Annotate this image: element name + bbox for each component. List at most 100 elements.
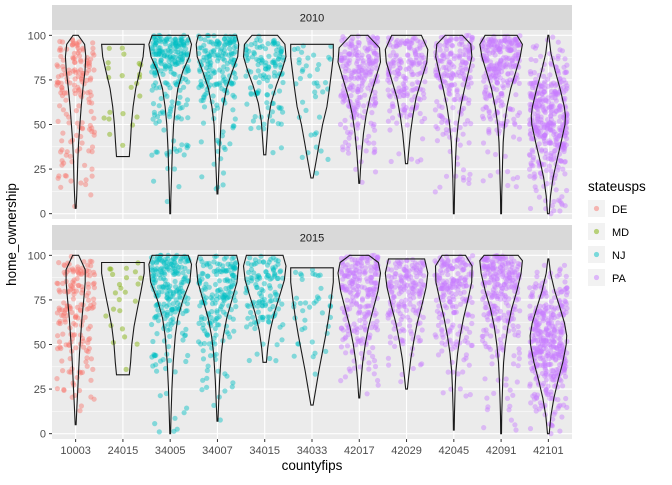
data-point xyxy=(347,85,353,91)
data-point xyxy=(220,129,226,135)
data-point xyxy=(164,36,170,42)
data-point xyxy=(272,271,278,277)
data-point xyxy=(404,41,410,47)
data-point xyxy=(77,408,83,414)
data-point xyxy=(434,40,440,47)
data-point xyxy=(62,173,68,179)
data-point xyxy=(150,268,156,274)
data-point xyxy=(252,40,258,47)
data-point xyxy=(511,47,517,53)
data-point xyxy=(355,283,361,289)
data-point xyxy=(527,90,533,97)
data-point xyxy=(150,273,156,279)
data-point xyxy=(340,96,347,102)
data-point xyxy=(422,115,428,122)
data-point xyxy=(355,99,361,105)
data-point xyxy=(446,38,452,44)
data-point xyxy=(247,85,254,91)
data-point xyxy=(179,36,185,42)
data-point xyxy=(498,57,504,63)
data-point xyxy=(368,78,375,84)
data-point xyxy=(248,262,255,268)
data-point xyxy=(300,99,306,105)
data-point xyxy=(548,60,554,66)
data-point xyxy=(557,402,563,408)
data-point xyxy=(75,50,81,56)
data-point xyxy=(529,135,535,141)
data-point xyxy=(160,275,167,282)
data-point xyxy=(540,103,546,109)
data-point xyxy=(357,310,363,316)
data-point xyxy=(266,64,272,70)
data-point xyxy=(270,150,276,156)
data-point xyxy=(308,132,314,138)
data-point xyxy=(177,37,184,43)
data-point xyxy=(157,48,163,54)
data-point xyxy=(393,53,399,60)
data-point xyxy=(174,426,180,432)
data-point xyxy=(70,55,76,61)
data-point xyxy=(535,114,541,120)
data-point xyxy=(181,51,187,57)
data-point xyxy=(353,267,359,273)
data-point xyxy=(307,304,313,310)
data-point xyxy=(400,92,406,99)
data-point xyxy=(527,303,533,309)
data-point xyxy=(375,78,381,84)
data-point xyxy=(528,80,534,86)
data-point xyxy=(368,279,374,286)
data-point xyxy=(406,59,412,65)
data-point xyxy=(490,50,496,56)
data-point xyxy=(156,103,162,109)
data-point xyxy=(560,383,566,389)
violin-34005 xyxy=(148,34,193,215)
data-point xyxy=(441,64,447,70)
data-point xyxy=(179,38,185,44)
data-point xyxy=(516,356,522,362)
data-point xyxy=(259,302,265,309)
data-point xyxy=(338,344,344,350)
data-point xyxy=(550,121,556,127)
data-point xyxy=(222,293,228,299)
data-point xyxy=(205,273,211,279)
data-point xyxy=(387,340,393,346)
data-point xyxy=(172,268,178,274)
data-point xyxy=(394,72,400,79)
data-point xyxy=(71,40,77,47)
data-point xyxy=(69,42,75,48)
data-point xyxy=(76,39,82,45)
data-point xyxy=(56,260,62,266)
data-point xyxy=(500,83,506,89)
data-point xyxy=(312,350,318,356)
data-point xyxy=(420,42,426,48)
data-point xyxy=(537,125,543,131)
data-point xyxy=(208,39,214,45)
data-point xyxy=(65,342,72,348)
data-point xyxy=(263,269,269,275)
data-point xyxy=(207,264,213,270)
data-point xyxy=(535,129,541,135)
data-point xyxy=(420,263,426,269)
data-point xyxy=(60,368,66,374)
data-point xyxy=(398,286,404,292)
data-point xyxy=(208,314,214,321)
data-point xyxy=(204,332,210,338)
data-point xyxy=(312,89,318,95)
data-point xyxy=(279,337,285,343)
data-point xyxy=(214,288,221,294)
data-point xyxy=(528,127,534,133)
data-point xyxy=(498,43,504,49)
data-point xyxy=(184,52,190,58)
data-point xyxy=(365,85,371,91)
data-point xyxy=(398,298,405,304)
data-point xyxy=(60,57,66,63)
data-point xyxy=(136,60,142,67)
data-point xyxy=(410,286,416,292)
data-point xyxy=(366,311,372,317)
data-point xyxy=(254,284,260,291)
data-point xyxy=(371,358,378,364)
data-point xyxy=(534,118,540,124)
data-point xyxy=(432,107,438,113)
data-point xyxy=(214,315,220,321)
data-point xyxy=(166,58,172,64)
